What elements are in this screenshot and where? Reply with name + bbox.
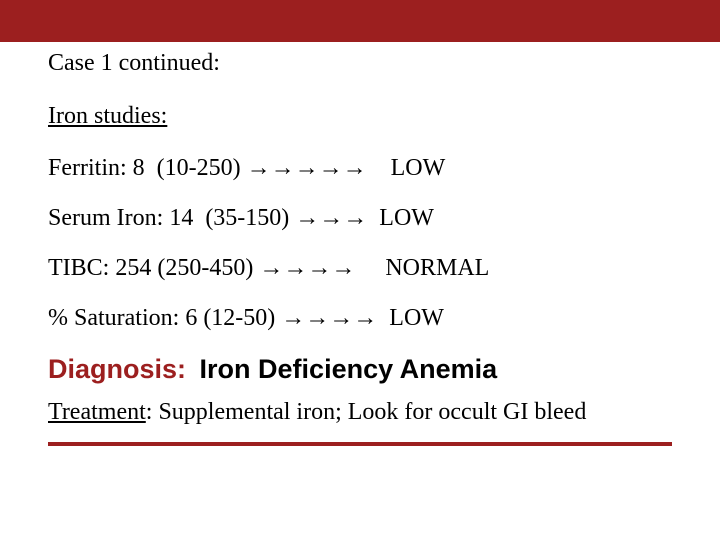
lab-range: (10-250) <box>157 155 241 181</box>
lab-row-tibc: TIBC: 254 (250-450) →→→→ NORMAL <box>48 254 672 282</box>
lab-range: (12-50) <box>203 305 275 331</box>
lab-row-ferritin: Ferritin: 8 (10-250) →→→→→ LOW <box>48 154 672 182</box>
lab-value: 254 <box>115 255 151 281</box>
diagnosis-label: Diagnosis: <box>48 354 186 384</box>
lab-label: Serum Iron: <box>48 205 163 231</box>
lab-label: Ferritin: <box>48 155 127 181</box>
lab-row-serum-iron: Serum Iron: 14 (35-150) →→→ LOW <box>48 204 672 232</box>
header-accent-bar <box>0 0 720 42</box>
arrow-icon: →→→→ <box>259 254 355 281</box>
lab-range: (35-150) <box>205 205 289 231</box>
treatment-text: : Supplemental iron; Look for occult GI … <box>146 399 587 425</box>
lab-status: LOW <box>389 305 444 331</box>
lab-gap <box>367 155 385 181</box>
diagnosis-value: Iron Deficiency Anemia <box>200 354 498 384</box>
lab-value: 6 <box>185 305 197 331</box>
lab-row-saturation: % Saturation: 6 (12-50) →→→→ LOW <box>48 304 672 332</box>
case-title: Case 1 continued: <box>48 50 672 77</box>
lab-range: (250-450) <box>157 255 253 281</box>
lab-gap <box>367 205 373 231</box>
slide-content: Case 1 continued: Iron studies: Ferritin… <box>0 42 720 426</box>
treatment-label: Treatment <box>48 399 146 425</box>
lab-value: 14 <box>169 205 193 231</box>
treatment-line: Treatment: Supplemental iron; Look for o… <box>48 399 672 426</box>
arrow-icon: →→→ <box>295 204 367 231</box>
lab-label: TIBC: <box>48 255 109 281</box>
lab-status: NORMAL <box>385 255 489 281</box>
lab-gap <box>377 305 383 331</box>
lab-status: LOW <box>379 205 434 231</box>
bottom-accent-rule <box>48 442 672 446</box>
diagnosis-line: Diagnosis: Iron Deficiency Anemia <box>48 354 672 385</box>
section-title-iron-studies: Iron studies: <box>48 103 672 130</box>
lab-value: 8 <box>133 155 145 181</box>
lab-label: % Saturation: <box>48 305 179 331</box>
arrow-icon: →→→→→ <box>247 154 367 181</box>
lab-status: LOW <box>391 155 446 181</box>
arrow-icon: →→→→ <box>281 304 377 331</box>
lab-gap <box>355 255 379 281</box>
